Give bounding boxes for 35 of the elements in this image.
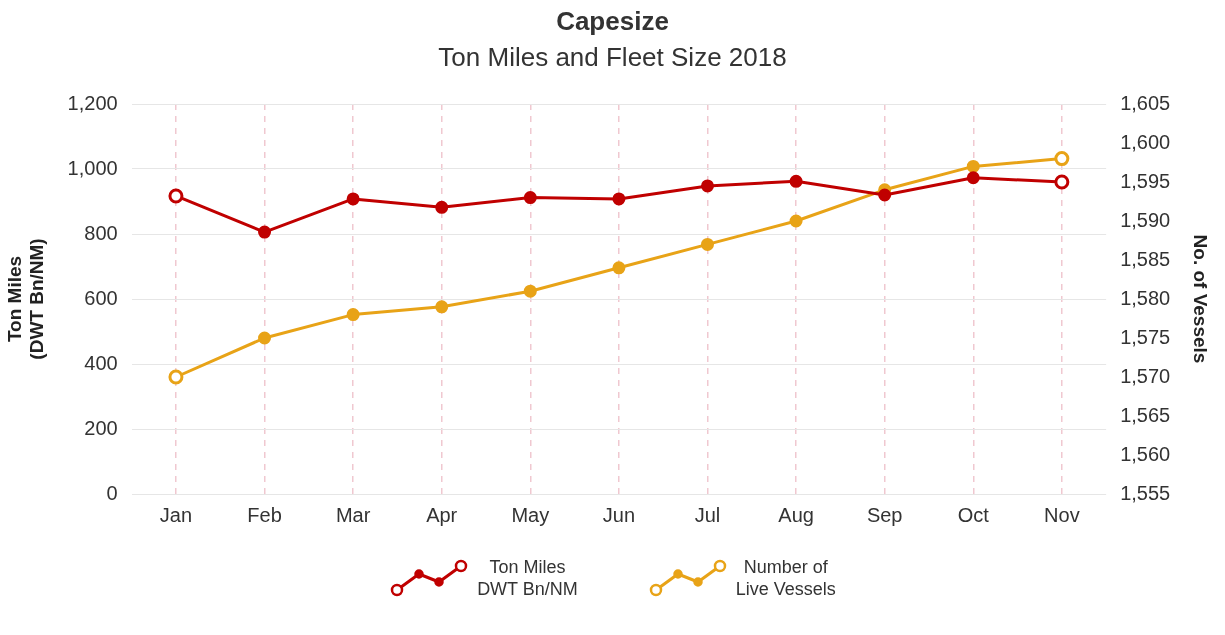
y2-tick-label: 1,565 — [1120, 403, 1171, 426]
x-tick-label: May — [511, 503, 550, 526]
y-tick-label: 1,200 — [67, 91, 118, 114]
y2-tick-label: 1,560 — [1120, 442, 1171, 465]
chart-subtitle: Ton Miles and Fleet Size 2018 — [437, 42, 788, 73]
x-tick-label: Feb — [247, 503, 282, 526]
x-tick-label: Jul — [694, 503, 721, 526]
y2-tick-label: 1,600 — [1120, 130, 1171, 153]
y2-tick-label: 1,585 — [1120, 247, 1171, 270]
y2-tick-label: 1,590 — [1120, 208, 1171, 231]
y2-tick-label: 1,575 — [1120, 325, 1171, 348]
y-tick-label: 400 — [84, 351, 118, 374]
y-tick-label: 800 — [84, 221, 118, 244]
y-tick-label: 0 — [106, 481, 118, 504]
y-tick-label: 200 — [84, 416, 118, 439]
y2-axis-title: No. of Vessels — [1190, 234, 1212, 364]
x-tick-label: Jan — [159, 503, 193, 526]
y2-tick-label: 1,595 — [1120, 169, 1171, 192]
legend-label: Number of Live Vessels — [735, 556, 836, 600]
chart-title: Capesize — [555, 6, 670, 37]
x-tick-label: Aug — [778, 503, 814, 526]
y2-tick-label: 1,580 — [1120, 286, 1171, 309]
x-tick-label: Jun — [602, 503, 636, 526]
legend-label: Ton Miles DWT Bn/NM — [477, 556, 578, 600]
x-tick-label: Oct — [957, 503, 990, 526]
y-axis-title: Ton Miles (DWT Bn/NM) — [3, 238, 48, 360]
x-tick-label: Nov — [1044, 503, 1080, 526]
y2-tick-label: 1,605 — [1120, 91, 1171, 114]
y-tick-label: 600 — [84, 286, 118, 309]
y2-tick-label: 1,570 — [1120, 364, 1171, 387]
y-tick-label: 1,000 — [67, 156, 118, 179]
y2-tick-label: 1,555 — [1120, 481, 1171, 504]
x-tick-label: Mar — [335, 503, 371, 526]
x-tick-label: Sep — [866, 503, 903, 526]
x-tick-label: Apr — [426, 503, 458, 526]
